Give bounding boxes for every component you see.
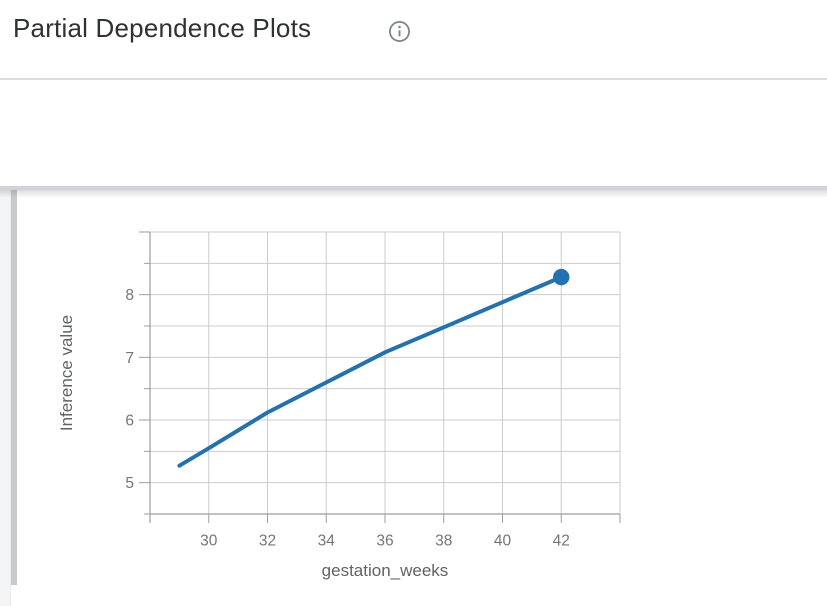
x-tick-label: 42	[553, 533, 570, 550]
left-gutter	[0, 190, 11, 606]
y-axis-title: Inference value	[57, 315, 76, 431]
chart-panel: 30 32 34 36 38 40 42 5 6 7 8 gestation_weeks Inferen…	[0, 190, 827, 606]
vertical-scrollbar-thumb[interactable]	[11, 190, 17, 585]
pdp-line	[177, 275, 564, 468]
x-tick-label: 38	[435, 533, 452, 550]
feature-section-header[interactable]: gestation_weeks	[0, 80, 827, 221]
x-tick-label: 34	[318, 533, 336, 550]
info-icon-glyph	[389, 21, 410, 42]
endpoint-marker	[553, 268, 570, 286]
page-title: Partial Dependence Plots	[13, 13, 312, 43]
x-tick-label: 32	[259, 533, 276, 550]
partial-dependence-chart: 30 32 34 36 38 40 42 5 6 7 8 gestation_weeks Inferen…	[57, 231, 621, 580]
info-icon[interactable]	[388, 20, 411, 43]
header-divider	[0, 78, 827, 80]
y-tick-label: 8	[125, 287, 134, 304]
x-tick-label: 36	[376, 533, 393, 550]
x-axis-title: gestation_weeks	[322, 561, 449, 580]
y-tick-label: 7	[125, 350, 134, 367]
y-tick-label: 6	[125, 413, 134, 430]
x-tick-label: 40	[494, 533, 512, 550]
x-tick-label: 30	[200, 533, 218, 550]
y-tick-label: 5	[125, 475, 134, 492]
